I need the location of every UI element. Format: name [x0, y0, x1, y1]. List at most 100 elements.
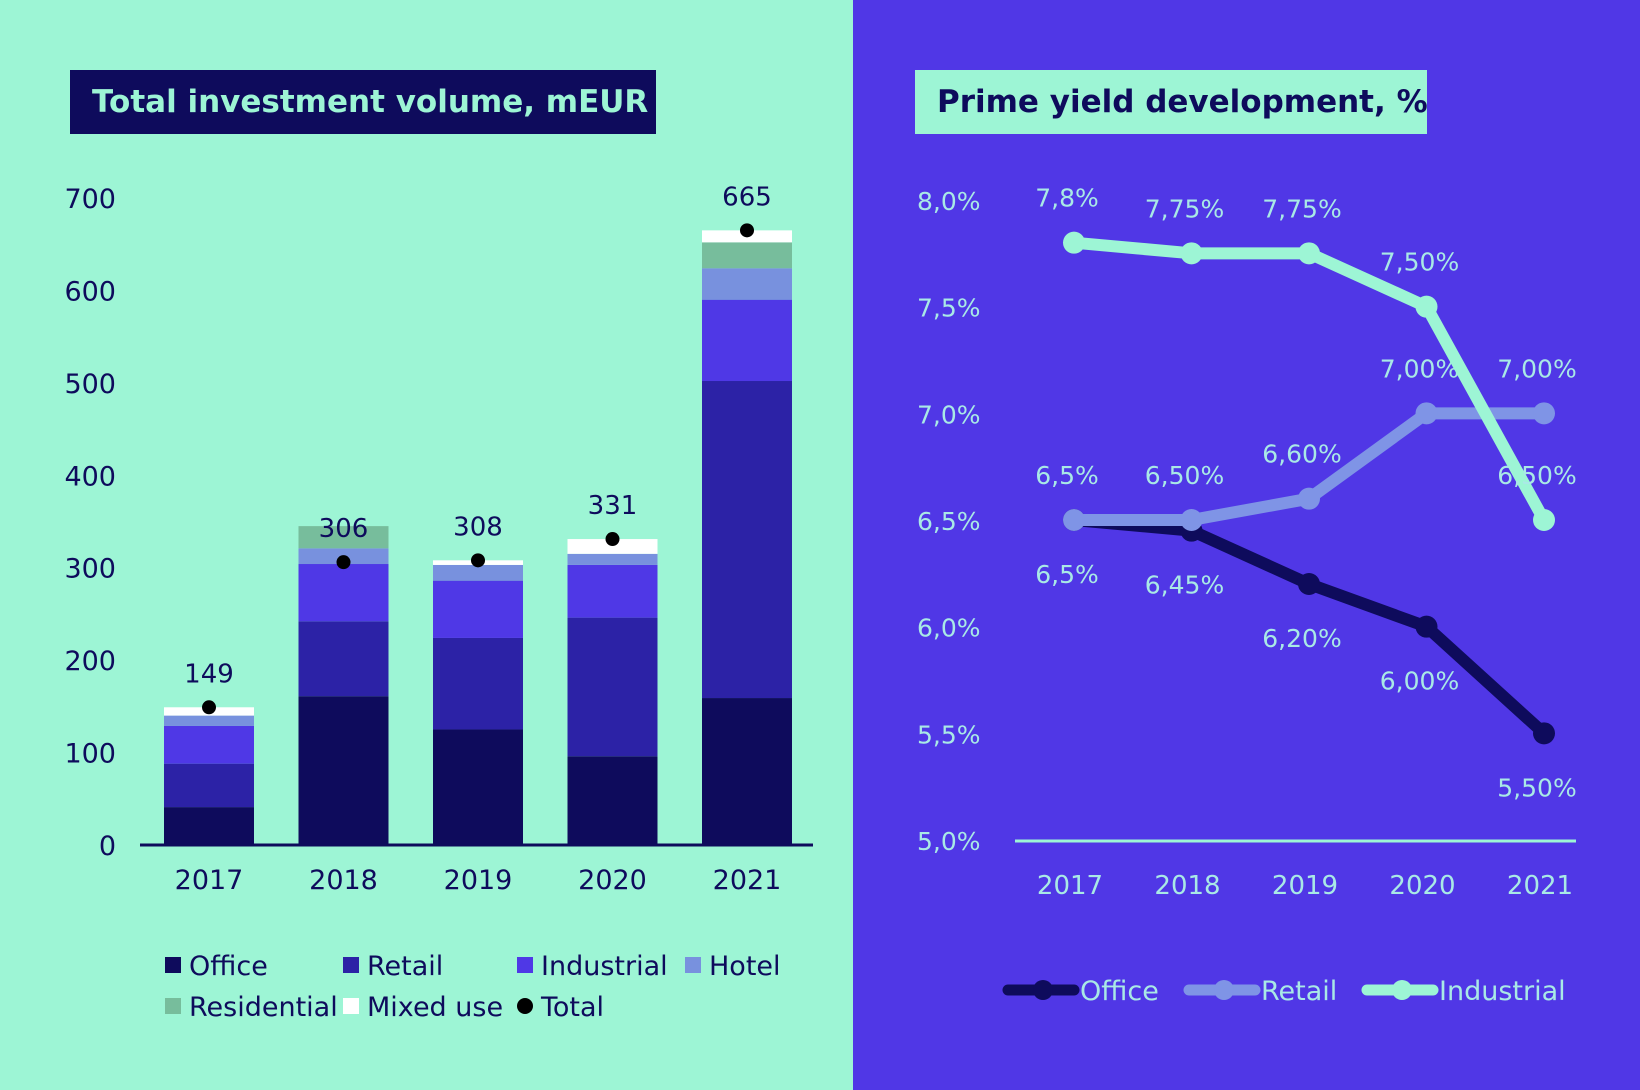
- series-point-office: [1533, 722, 1555, 745]
- data-label-office: 5,50%: [1497, 773, 1576, 802]
- bar-chart: 0 100 200 300 400 500 600 700 149 2017 306 2018 308 2…: [64, 182, 813, 1023]
- bar-segment-office: [567, 756, 658, 845]
- total-label: 149: [184, 659, 234, 689]
- bar-segment-industrial: [164, 725, 254, 764]
- bar-chart-title: Total investment volume, mEUR: [70, 70, 656, 134]
- total-label: 665: [722, 182, 772, 212]
- bar-segment-industrial: [298, 564, 389, 622]
- series-point-office: [1298, 573, 1320, 595]
- bar-segment-hotel: [164, 715, 254, 726]
- bar-segment-retail: [433, 637, 523, 730]
- series-point-industrial: [1298, 242, 1320, 265]
- legend-label: Total: [540, 992, 604, 1023]
- left-panel: 0 100 200 300 400 500 600 700 149 2017 306 2018 308 2…: [0, 0, 853, 1090]
- total-label: 306: [319, 514, 369, 544]
- x-tick-label: 2017: [1037, 871, 1103, 901]
- legend-marker-industrial: [1392, 980, 1412, 1000]
- data-label-industrial: 7,75%: [1145, 194, 1224, 223]
- total-label: 308: [453, 512, 503, 542]
- total-dot: [740, 223, 754, 238]
- x-tick-label: 2018: [1154, 871, 1220, 901]
- y-tick-label: 8,0%: [917, 187, 981, 216]
- right-panel: 5,0% 5,5% 6,0% 6,5% 7,0% 7,5% 8,0% 2017 2018 2019…: [853, 0, 1640, 1090]
- y-tick-label: 300: [64, 554, 116, 585]
- legend-marker-office: [1033, 980, 1053, 1000]
- series-point-retail: [1063, 509, 1085, 531]
- legend-label: Hotel: [709, 951, 781, 982]
- data-label-retail: 6,50%: [1145, 461, 1224, 490]
- total-dot: [471, 553, 485, 568]
- data-label-office: 6,00%: [1380, 667, 1459, 696]
- total-dot: [336, 555, 351, 570]
- x-tick-label: 2019: [1272, 871, 1338, 901]
- legend-label: Retail: [1261, 976, 1337, 1007]
- bar-segment-retail: [702, 381, 792, 699]
- legend-label: Industrial: [541, 951, 668, 982]
- data-label-industrial: 7,8%: [1035, 184, 1099, 213]
- y-tick-label: 600: [64, 276, 116, 307]
- y-tick-label: 100: [64, 739, 116, 770]
- legend-marker-mixed-use: [343, 998, 359, 1014]
- x-tick-label: 2021: [1507, 871, 1573, 901]
- bar-segment-retail: [298, 621, 389, 697]
- data-label-industrial: 7,75%: [1262, 194, 1341, 223]
- bar-segment-office: [433, 729, 523, 845]
- legend-marker-residential: [165, 998, 181, 1014]
- bar-segment-hotel: [433, 564, 523, 581]
- legend-marker-retail: [1214, 980, 1234, 1000]
- x-tick-label: 2019: [444, 865, 513, 896]
- legend-marker-industrial: [517, 957, 533, 973]
- bar-segment-industrial: [567, 564, 658, 618]
- y-tick-label: 5,0%: [917, 827, 981, 856]
- y-tick-label: 200: [64, 646, 116, 677]
- series-point-retail: [1298, 487, 1320, 510]
- legend-label: Office: [1080, 976, 1159, 1007]
- data-label-industrial: 6,50%: [1497, 461, 1576, 490]
- data-label-industrial: 7,50%: [1380, 248, 1459, 277]
- line-chart-title: Prime yield development, %: [915, 70, 1428, 134]
- legend-label: Office: [189, 951, 268, 982]
- series-point-office: [1415, 615, 1438, 638]
- x-tick-label: 2021: [713, 865, 782, 896]
- data-label-retail: 6,60%: [1262, 440, 1341, 469]
- bar-segment-residential: [702, 242, 792, 269]
- series-point-retail: [1180, 509, 1203, 531]
- data-label-office: 6,45%: [1145, 571, 1224, 600]
- x-tick-label: 2020: [1389, 871, 1455, 901]
- x-tick-label: 2020: [578, 865, 647, 896]
- bar-segment-retail: [164, 763, 254, 808]
- data-label-retail: 7,00%: [1380, 354, 1459, 383]
- total-dot: [605, 532, 620, 547]
- legend-marker-office: [165, 957, 181, 973]
- series-point-industrial: [1180, 242, 1203, 265]
- x-tick-label: 2018: [309, 865, 378, 896]
- bar-segment-mixed-use: [567, 539, 658, 554]
- bar-segment-office: [164, 807, 254, 845]
- total-label: 331: [588, 491, 638, 521]
- bar-segment-industrial: [702, 299, 792, 382]
- bar-segment-office: [298, 696, 389, 845]
- series-point-retail: [1533, 402, 1555, 425]
- series-point-industrial: [1415, 295, 1438, 318]
- y-tick-label: 5,5%: [917, 720, 981, 749]
- bar-segment-office: [702, 698, 792, 845]
- y-tick-label: 700: [64, 184, 116, 215]
- y-tick-label: 0: [99, 831, 116, 862]
- series-point-industrial: [1063, 231, 1085, 254]
- bar-segment-retail: [567, 617, 658, 757]
- series-point-retail: [1415, 402, 1438, 425]
- data-label-retail: 6,5%: [1035, 461, 1099, 490]
- data-label-office: 6,20%: [1262, 624, 1341, 653]
- series-point-industrial: [1533, 509, 1555, 531]
- bar-segment-hotel: [567, 553, 658, 565]
- legend-label: Retail: [367, 951, 443, 982]
- x-tick-label: 2017: [175, 865, 244, 896]
- line-chart: 5,0% 5,5% 6,0% 6,5% 7,0% 7,5% 8,0% 2017 2018 2019…: [917, 184, 1577, 1007]
- y-tick-label: 7,5%: [917, 294, 981, 323]
- legend-label: Mixed use: [367, 992, 503, 1023]
- bar-segment-hotel: [702, 268, 792, 300]
- bar-segment-industrial: [433, 580, 523, 638]
- y-tick-label: 7,0%: [917, 400, 981, 429]
- y-tick-label: 500: [64, 369, 116, 400]
- data-label-retail: 7,00%: [1497, 354, 1576, 383]
